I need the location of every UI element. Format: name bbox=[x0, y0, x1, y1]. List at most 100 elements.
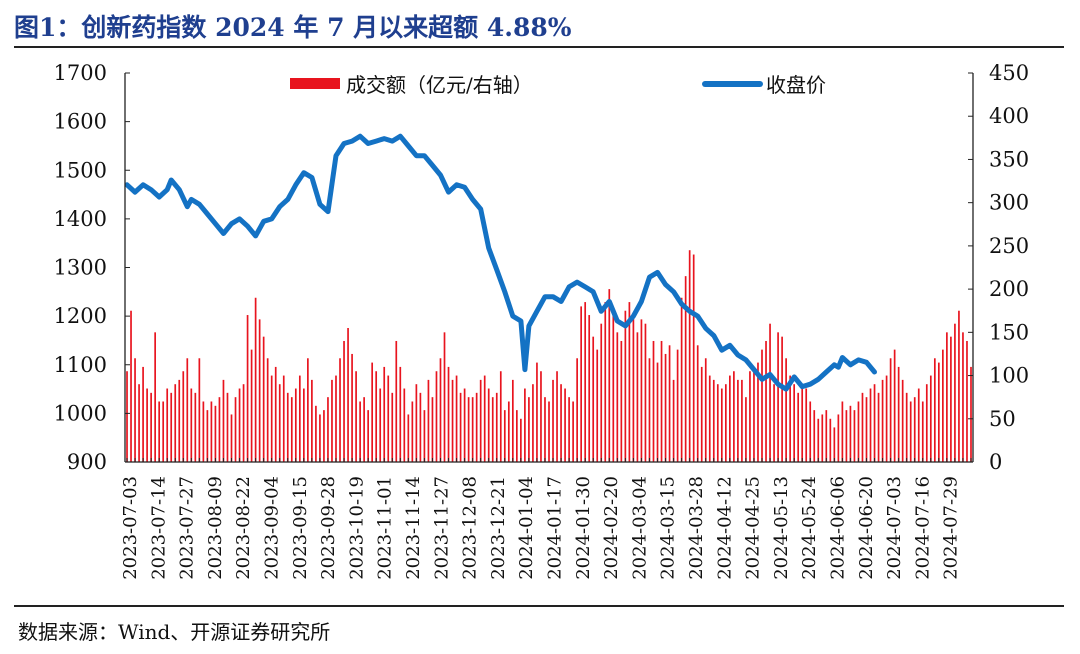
close-price-line bbox=[124, 133, 877, 392]
turnover-bar bbox=[194, 392, 197, 462]
turnover-bar bbox=[720, 388, 723, 462]
turnover-bar bbox=[266, 358, 269, 462]
turnover-bar bbox=[544, 397, 546, 462]
turnover-bar bbox=[588, 315, 591, 462]
turnover-bar bbox=[757, 362, 759, 462]
right-tick-label: 150 bbox=[989, 320, 1029, 344]
turnover-bar bbox=[765, 340, 767, 462]
turnover-bar bbox=[970, 366, 972, 462]
turnover-bar bbox=[954, 323, 956, 462]
turnover-bar bbox=[801, 384, 804, 462]
turnover-bar bbox=[688, 250, 691, 462]
turnover-bar bbox=[242, 384, 245, 462]
turnover-bar bbox=[652, 340, 655, 462]
x-tick-label: 2023-09-28 bbox=[318, 476, 339, 580]
left-tick-label: 1200 bbox=[54, 304, 107, 328]
turnover-bar bbox=[881, 379, 884, 462]
left-tick-label: 900 bbox=[67, 450, 107, 474]
turnover-bar bbox=[290, 397, 293, 462]
x-tick-label: 2023-12-08 bbox=[460, 476, 481, 580]
x-tick-label: 2023-11-27 bbox=[431, 476, 452, 580]
title-divider bbox=[14, 46, 1064, 48]
turnover-bar bbox=[495, 392, 498, 462]
turnover-bar bbox=[355, 371, 357, 462]
turnover-bar bbox=[809, 401, 812, 462]
turnover-bar bbox=[576, 358, 578, 462]
turnover-bar bbox=[198, 358, 201, 462]
turnover-bar bbox=[929, 375, 932, 462]
turnover-bar bbox=[572, 401, 574, 462]
turnover-bar bbox=[298, 375, 301, 462]
turnover-bar bbox=[608, 289, 611, 462]
legend-turnover-label: 成交额（亿元/右轴） bbox=[346, 73, 533, 97]
x-tick-label: 2023-09-04 bbox=[262, 476, 283, 580]
turnover-bar bbox=[845, 410, 848, 462]
turnover-bar bbox=[797, 392, 800, 462]
turnover-bar bbox=[258, 319, 261, 462]
turnover-bar bbox=[375, 371, 378, 462]
turnover-bar bbox=[154, 332, 156, 462]
turnover-bar bbox=[966, 340, 968, 462]
right-tick-label: 450 bbox=[989, 61, 1029, 85]
turnover-bar bbox=[178, 379, 181, 462]
x-tick-label: 2023-09-15 bbox=[290, 476, 311, 580]
turnover-bar bbox=[391, 392, 394, 462]
x-tick-label: 2024-07-16 bbox=[912, 476, 933, 580]
turnover-bar bbox=[584, 302, 587, 462]
turnover-bar bbox=[467, 397, 470, 462]
turnover-bar bbox=[869, 388, 872, 462]
turnover-bar bbox=[950, 336, 952, 462]
turnover-bar bbox=[857, 401, 860, 462]
turnover-bar bbox=[270, 375, 273, 462]
turnover-bar bbox=[837, 414, 840, 462]
turnover-bar bbox=[234, 397, 237, 462]
turnover-bar bbox=[206, 410, 209, 462]
turnover-bar bbox=[202, 401, 205, 462]
turnover-bar bbox=[170, 392, 173, 462]
turnover-bar bbox=[307, 358, 309, 462]
turnover-bar bbox=[351, 353, 353, 462]
turnover-bar bbox=[548, 401, 550, 462]
turnover-bar bbox=[769, 323, 771, 462]
turnover-bar bbox=[315, 405, 317, 462]
turnover-bar bbox=[668, 345, 671, 462]
turnover-bar bbox=[190, 388, 193, 462]
turnover-bar bbox=[704, 358, 707, 462]
turnover-bar bbox=[503, 410, 506, 462]
x-tick-label: 2023-07-03 bbox=[120, 476, 141, 580]
left-tick-label: 1000 bbox=[54, 401, 107, 425]
turnover-bar bbox=[773, 384, 775, 462]
left-tick-label: 1600 bbox=[54, 110, 107, 134]
turnover-bar bbox=[427, 379, 430, 462]
turnover-bar bbox=[323, 410, 325, 462]
x-tick-label: 2024-02-20 bbox=[601, 476, 622, 580]
turnover-bar bbox=[596, 349, 599, 462]
turnover-bar bbox=[958, 310, 960, 462]
turnover-bar bbox=[749, 371, 751, 462]
turnover-bar bbox=[793, 384, 795, 462]
turnover-bar bbox=[777, 332, 779, 462]
turnover-bar bbox=[712, 379, 715, 462]
turnover-bar bbox=[146, 388, 148, 462]
turnover-bar bbox=[186, 358, 189, 462]
x-tick-label: 2024-06-20 bbox=[856, 476, 877, 580]
turnover-bar bbox=[933, 358, 936, 462]
x-tick-label: 2024-05-24 bbox=[799, 476, 820, 580]
turnover-bar bbox=[459, 392, 462, 462]
turnover-bar bbox=[853, 410, 856, 462]
turnover-bar bbox=[339, 358, 341, 462]
turnover-bar bbox=[600, 323, 603, 462]
turnover-bar bbox=[455, 375, 458, 462]
turnover-bar bbox=[785, 358, 787, 462]
turnover-bar bbox=[182, 371, 185, 462]
x-tick-label: 2023-11-01 bbox=[375, 476, 396, 580]
turnover-bar bbox=[238, 388, 241, 462]
turnover-bar bbox=[335, 375, 337, 462]
x-tick-label: 2023-12-21 bbox=[488, 476, 509, 580]
turnover-bar bbox=[210, 401, 213, 462]
turnover-bar bbox=[716, 384, 719, 462]
turnover-bar bbox=[729, 375, 731, 462]
turnover-bar bbox=[917, 388, 920, 462]
turnover-bar bbox=[909, 401, 912, 462]
turnover-bar bbox=[789, 375, 791, 462]
